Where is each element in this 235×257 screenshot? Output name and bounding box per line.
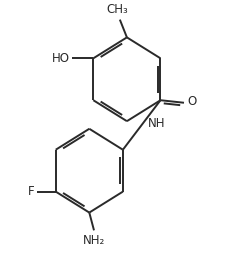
Text: NH: NH <box>148 117 165 130</box>
Text: F: F <box>28 185 35 198</box>
Text: NH₂: NH₂ <box>83 234 105 247</box>
Text: HO: HO <box>52 52 70 65</box>
Text: CH₃: CH₃ <box>107 3 128 16</box>
Text: O: O <box>188 95 197 108</box>
